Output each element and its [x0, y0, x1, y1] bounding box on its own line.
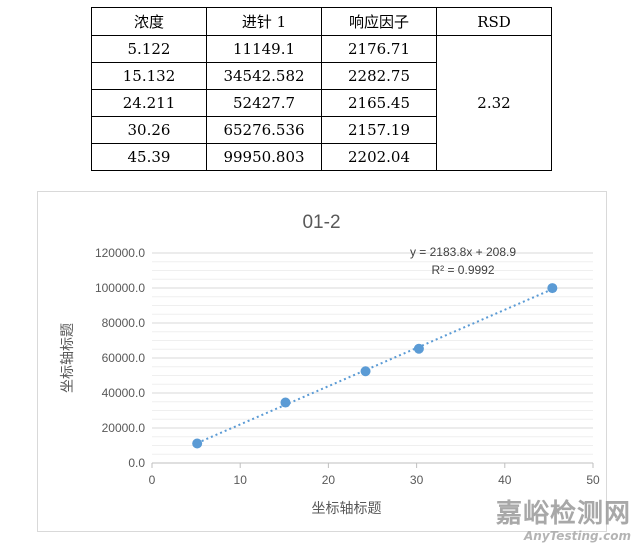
data-point — [280, 397, 291, 408]
cell-response-factor: 2157.19 — [321, 116, 437, 144]
cell-injection: 52427.7 — [206, 89, 322, 117]
header-concentration: 浓度 — [91, 7, 207, 36]
header-response-factor: 响应因子 — [321, 7, 437, 36]
trendline — [196, 288, 553, 444]
watermark: 嘉峪检测网 AnyTesting.com — [496, 499, 631, 543]
data-point — [547, 283, 558, 294]
y-tick-label: 120000.0 — [95, 246, 145, 260]
cell-concentration: 5.122 — [91, 35, 207, 63]
y-tick-label: 80000.0 — [102, 316, 146, 330]
x-tick-label: 40 — [498, 473, 512, 487]
scatter-chart: 0.0 20000.0 40000.0 60000.0 80000.0 100000.0 1… — [60, 212, 600, 517]
x-axis-title: 坐标轴标题 — [312, 501, 382, 517]
trendline-r2: R² = 0.9992 — [431, 263, 494, 277]
y-tick-label: 40000.0 — [102, 386, 146, 400]
cell-injection: 65276.536 — [206, 116, 322, 144]
chart-container: 0.0 20000.0 40000.0 60000.0 80000.0 100000.0 1… — [37, 191, 607, 532]
cell-concentration: 45.39 — [91, 143, 207, 171]
x-tick-label: 0 — [149, 473, 156, 487]
y-tick-label: 100000.0 — [95, 281, 145, 295]
header-injection-1: 进针 1 — [206, 7, 322, 36]
table-row: 30.26 65276.536 2157.19 — [91, 116, 552, 144]
trendline-equation: y = 2183.8x + 208.9 — [410, 245, 516, 259]
y-tick-label: 0.0 — [128, 456, 145, 470]
y-axis-title: 坐标轴标题 — [60, 323, 76, 393]
cell-concentration: 24.211 — [91, 89, 207, 117]
table-row: 5.122 11149.1 2176.71 2.32 — [91, 35, 552, 171]
cell-injection: 99950.803 — [206, 143, 322, 171]
cell-rsd: 2.32 — [436, 35, 552, 171]
x-tick-label: 50 — [586, 473, 600, 487]
watermark-logo-text: 嘉峪检测网 — [495, 499, 631, 529]
table-row: 45.39 99950.803 2202.04 — [91, 143, 552, 171]
x-tick-label: 30 — [410, 473, 424, 487]
data-point — [192, 438, 203, 449]
watermark-domain: AnyTesting.com — [524, 529, 631, 543]
chart-title: 01-2 — [302, 212, 340, 233]
cell-injection: 34542.582 — [206, 62, 322, 90]
x-tick-label: 10 — [234, 473, 248, 487]
cell-response-factor: 2202.04 — [321, 143, 437, 171]
cell-concentration: 30.26 — [91, 116, 207, 144]
data-point — [413, 343, 424, 354]
data-table: 浓度 进针 1 响应因子 RSD 5.122 11149.1 2176.71 2… — [91, 7, 552, 171]
y-tick-label: 60000.0 — [102, 351, 146, 365]
cell-concentration: 15.132 — [91, 62, 207, 90]
x-tick-label: 20 — [322, 473, 336, 487]
table-row: 24.211 52427.7 2165.45 — [91, 89, 552, 117]
cell-response-factor: 2165.45 — [321, 89, 437, 117]
header-rsd: RSD — [436, 7, 552, 36]
cell-response-factor: 2282.75 — [321, 62, 437, 90]
table-header-row: 浓度 进针 1 响应因子 RSD — [91, 7, 552, 36]
cell-response-factor: 2176.71 — [321, 35, 437, 63]
data-point — [360, 366, 371, 377]
table-row: 15.132 34542.582 2282.75 — [91, 62, 552, 90]
cell-injection: 11149.1 — [206, 35, 322, 63]
y-tick-label: 20000.0 — [102, 421, 146, 435]
